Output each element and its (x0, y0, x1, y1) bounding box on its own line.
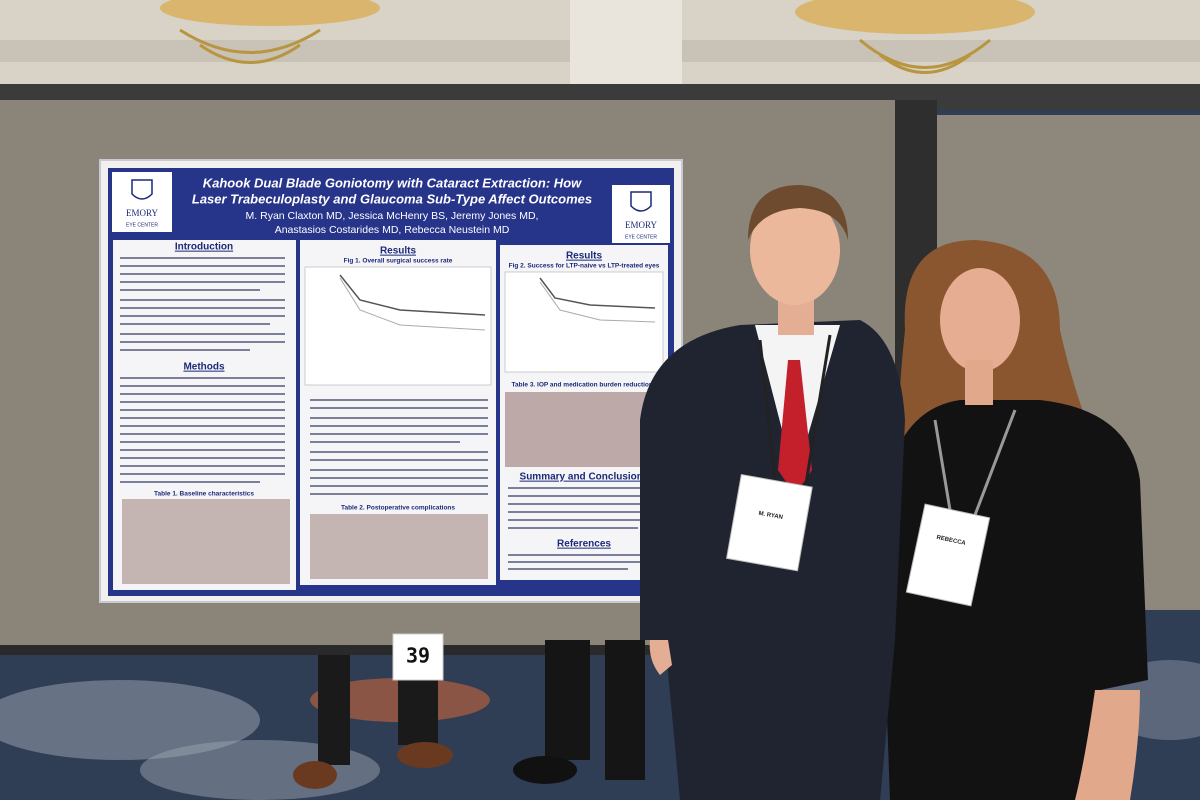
booth-number: 39 (406, 644, 430, 668)
table-caption: Table 1. Baseline characteristics (154, 491, 254, 498)
person-woman: REBECCA (880, 240, 1148, 800)
body-text (310, 399, 488, 495)
leg (605, 640, 645, 780)
poster-authors: Anastasios Costarides MD, Rebecca Neuste… (275, 224, 510, 236)
table-caption: Table 2. Postoperative complications (341, 505, 455, 512)
table (505, 392, 663, 467)
badge-group: M. RYAN (726, 474, 813, 572)
poster-title: Kahook Dual Blade Goniotomy with Catarac… (203, 175, 582, 190)
logo-shield (131, 179, 153, 200)
leg (318, 655, 350, 765)
hand (1075, 690, 1140, 800)
text-lines (120, 257, 285, 483)
lanyard (758, 334, 832, 491)
table (310, 514, 488, 579)
section-heading: Results (380, 246, 417, 257)
logo-name: EMORY (126, 208, 159, 218)
tie (778, 360, 812, 495)
face (940, 268, 1020, 372)
figure (504, 271, 664, 373)
table (122, 499, 290, 584)
poster-authors: M. Ryan Claxton MD, Jessica McHenry BS, … (246, 210, 539, 222)
section-heading: Introduction (175, 242, 233, 253)
figure-curve (539, 281, 656, 323)
pillar (570, 0, 682, 96)
logo-sub: EYE CENTER (625, 234, 657, 240)
hair (748, 185, 848, 240)
poster: EMORY EYE CENTER EMORY EYE CENTER Kahook… (99, 159, 683, 603)
logo-sub: EYE CENTER (126, 222, 158, 228)
body-text (508, 554, 660, 570)
logo-box (112, 172, 172, 232)
shoe (513, 756, 577, 784)
body-text (120, 377, 285, 483)
section-heading: Methods (183, 362, 225, 373)
text-lines (508, 487, 660, 570)
person-man: M. RYAN (640, 185, 905, 800)
logo-box (612, 185, 670, 243)
leg (545, 640, 590, 760)
chandelier-arm (179, 28, 321, 64)
body-text (120, 257, 285, 351)
booth-sign (392, 633, 444, 681)
face (750, 195, 840, 305)
logo-shield (630, 191, 652, 212)
section-heading: Results (566, 251, 603, 262)
name-badge (726, 474, 813, 572)
badge-group: REBECCA (905, 503, 991, 607)
figure (304, 266, 492, 386)
body-text (508, 487, 660, 529)
section-heading: Summary and Conclusions (520, 472, 649, 483)
poster-title: Laser Trabeculoplasty and Glaucoma Sub-T… (192, 191, 592, 206)
text-lines (310, 399, 488, 495)
figure-curve (539, 277, 656, 309)
carpet-pattern (0, 680, 260, 760)
chandelier (179, 28, 991, 74)
shoe (397, 742, 453, 768)
table-caption: Table 3. IOP and medication burden reduc… (512, 382, 657, 389)
hand (649, 640, 672, 675)
badge-name: M. RYAN (758, 511, 783, 521)
figure-caption: Fig 2. Success for LTP-naive vs LTP-trea… (509, 263, 660, 270)
figure-curve (339, 277, 486, 331)
name-badge (905, 503, 991, 607)
figure-caption: Fig 1. Overall surgical success rate (344, 258, 453, 265)
ceiling-medallion (160, 0, 380, 26)
shoe (293, 761, 337, 789)
figure-curve (339, 274, 486, 316)
chandelier-arm (859, 38, 991, 74)
logo-name: EMORY (625, 220, 658, 230)
section-heading: References (557, 539, 611, 550)
neck (965, 360, 993, 405)
ceiling-medallion (795, 0, 1035, 34)
lanyard (933, 409, 1017, 516)
